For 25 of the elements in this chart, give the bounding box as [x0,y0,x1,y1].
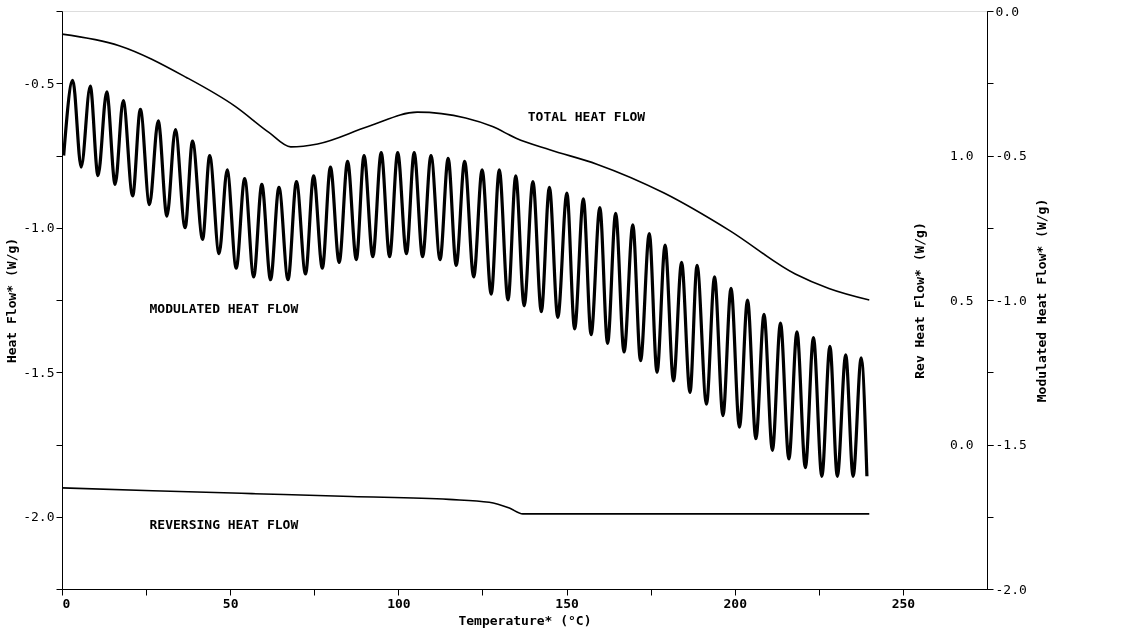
y3-tick-label: -1.5 [995,437,1027,452]
y3-tick-label: -0.5 [995,148,1027,163]
y-axis-title: Heat Flow* (W/g) [4,237,20,364]
y3-tick-label: 0.0 [995,3,1019,19]
x-tick-label: 50 [222,595,239,611]
y2-tick-label: 1.0 [950,148,974,163]
y-tick-label: -0.5 [23,75,55,91]
y2-axis-title: Rev Heat Flow* (W/g) [911,222,927,379]
y3-tick-label: -2.0 [995,581,1027,597]
annotation: REVERSING HEAT FLOW [149,517,299,533]
annotation: TOTAL HEAT FLOW [527,108,646,124]
y2-tick-label: 0.0 [950,437,974,452]
y-tick-label: -1.0 [23,220,55,236]
x-axis-title: Temperature* (°C) [458,612,592,628]
x-tick-label: 200 [723,595,748,611]
y-tick-label: -1.5 [23,364,55,380]
y-tick-label: -2.0 [23,509,55,525]
y2-tick-label: 0.5 [950,292,974,308]
y3-tick-label: -1.0 [995,292,1027,308]
x-tick-label: 250 [891,595,916,611]
annotation: MODULATED HEAT FLOW [149,300,299,316]
x-tick-label: 0 [62,595,71,611]
x-tick-label: 150 [555,595,579,611]
y3-axis-title: Modulated Heat Flow* (W/g) [1033,198,1049,403]
x-tick-label: 100 [387,595,411,611]
